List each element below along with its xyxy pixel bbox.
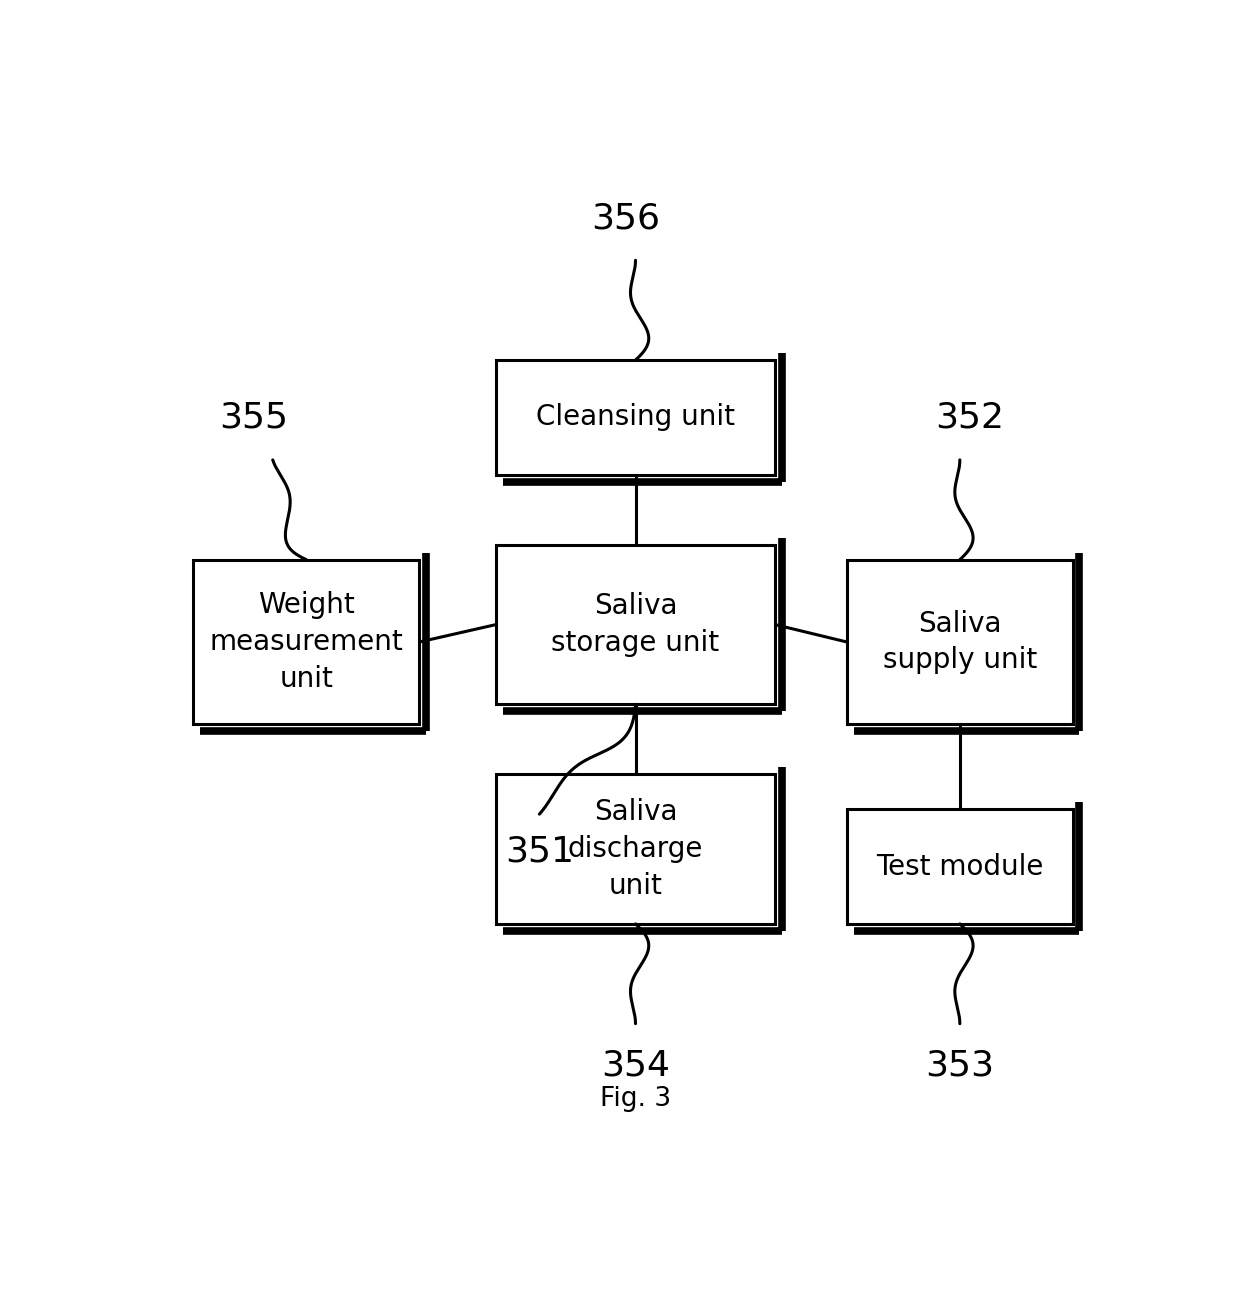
Text: 351: 351 (505, 835, 574, 868)
Text: Saliva
discharge
unit: Saliva discharge unit (568, 798, 703, 899)
Text: Weight
measurement
unit: Weight measurement unit (210, 591, 403, 693)
Text: 356: 356 (591, 201, 661, 236)
Bar (496, 360, 775, 474)
Text: Saliva
storage unit: Saliva storage unit (552, 592, 719, 657)
Bar (496, 544, 775, 705)
Bar (193, 560, 419, 724)
Text: Cleansing unit: Cleansing unit (536, 403, 735, 432)
Text: Fig. 3: Fig. 3 (600, 1086, 671, 1112)
Text: 354: 354 (601, 1048, 670, 1082)
Text: Test module: Test module (877, 853, 1044, 880)
Bar (847, 809, 1073, 924)
Text: 352: 352 (935, 400, 1004, 435)
Text: Saliva
supply unit: Saliva supply unit (883, 609, 1037, 674)
Bar (496, 774, 775, 924)
Bar (847, 560, 1073, 724)
Text: 353: 353 (925, 1048, 994, 1082)
Text: 355: 355 (219, 400, 288, 435)
